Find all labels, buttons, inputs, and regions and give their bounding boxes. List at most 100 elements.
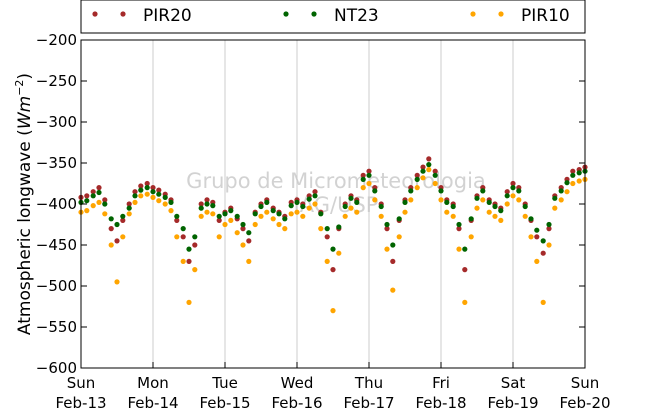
data-point: [144, 191, 150, 197]
data-point: [168, 199, 174, 205]
y-axis-unit: Wm: [15, 96, 35, 129]
data-point: [354, 209, 360, 215]
data-point: [558, 197, 564, 203]
data-point: [84, 193, 90, 199]
data-point: [516, 188, 522, 194]
x-tick-date: Feb-13: [55, 394, 106, 409]
data-point: [240, 242, 246, 248]
y-tick-label: −350: [36, 154, 77, 172]
data-point: [192, 267, 198, 273]
data-point: [492, 203, 498, 210]
data-point: [90, 189, 96, 195]
watermark-line-2: IAG/USP: [294, 193, 379, 217]
data-point: [414, 176, 420, 182]
legend-marker-pir10-2: [498, 11, 504, 17]
data-point: [120, 217, 126, 223]
data-point: [348, 195, 354, 201]
y-tick-label: −300: [36, 113, 77, 131]
data-point: [390, 287, 396, 293]
y-tick-label: −600: [36, 359, 77, 377]
data-point: [216, 217, 222, 223]
legend-label-nt23: NT23: [334, 6, 379, 26]
data-point: [426, 162, 432, 168]
data-point: [246, 238, 252, 244]
data-point: [546, 221, 552, 228]
data-point: [108, 216, 114, 222]
data-point: [102, 201, 108, 207]
data-point: [186, 246, 192, 252]
data-point: [132, 189, 138, 195]
data-point: [252, 211, 258, 217]
legend-item-pir10: PIR10: [470, 6, 570, 26]
legend-marker-nt23-2: [311, 11, 317, 17]
data-point: [126, 205, 132, 211]
data-point: [312, 201, 318, 207]
data-point: [396, 234, 402, 240]
legend-marker-nt23: [283, 11, 289, 17]
data-point: [102, 211, 108, 217]
data-point: [180, 258, 186, 264]
data-point: [414, 185, 420, 191]
data-point: [486, 209, 492, 215]
data-point: [450, 203, 456, 210]
data-point: [186, 299, 192, 305]
data-point: [498, 208, 504, 214]
data-point: [552, 205, 558, 211]
data-point: [216, 234, 222, 240]
data-point: [384, 221, 390, 228]
data-point: [186, 258, 192, 264]
data-point: [462, 267, 468, 273]
x-tick-day: Mon: [137, 374, 169, 392]
data-point: [486, 199, 492, 205]
data-point: [144, 185, 150, 191]
data-point: [276, 221, 282, 228]
data-point: [90, 193, 96, 199]
data-point: [204, 201, 210, 207]
data-point: [396, 216, 402, 222]
plot-area: Grupo de MicrometeorologiaIAG/USP−600−55…: [36, 31, 611, 409]
data-point: [252, 221, 258, 228]
data-point: [144, 180, 150, 187]
data-point: [264, 209, 270, 215]
data-point: [426, 156, 432, 162]
data-point: [162, 201, 168, 207]
data-point: [528, 216, 534, 222]
data-point: [504, 201, 510, 207]
data-point: [324, 234, 330, 240]
data-point: [420, 164, 426, 170]
data-point: [432, 172, 438, 178]
x-tick-date: Feb-14: [127, 394, 178, 409]
data-point: [432, 180, 438, 187]
x-tick-date: Feb-19: [487, 394, 538, 409]
data-point: [456, 221, 462, 228]
data-point: [522, 203, 528, 210]
y-axis-unit-close: ): [15, 73, 35, 80]
data-point: [258, 203, 264, 210]
data-point: [246, 230, 252, 236]
data-point: [294, 209, 300, 215]
data-point: [96, 199, 102, 205]
x-tick-day: Sun: [571, 374, 600, 392]
data-point: [576, 178, 582, 184]
data-point: [126, 211, 132, 217]
data-point: [480, 197, 486, 203]
data-point: [126, 201, 132, 207]
x-tick-date: Feb-15: [199, 394, 250, 409]
data-point: [546, 226, 552, 232]
data-point: [240, 221, 246, 228]
data-point: [516, 197, 522, 203]
y-tick-label: −450: [36, 236, 77, 254]
data-point: [108, 226, 114, 232]
data-point: [198, 201, 204, 207]
data-point: [150, 185, 156, 191]
data-point: [474, 205, 480, 211]
data-point: [522, 213, 528, 219]
data-point: [330, 246, 336, 252]
data-point: [174, 234, 180, 240]
data-point: [444, 199, 450, 205]
data-point: [510, 193, 516, 199]
data-point: [318, 211, 324, 217]
data-point: [114, 279, 120, 285]
data-point: [480, 188, 486, 194]
data-point: [330, 267, 336, 273]
